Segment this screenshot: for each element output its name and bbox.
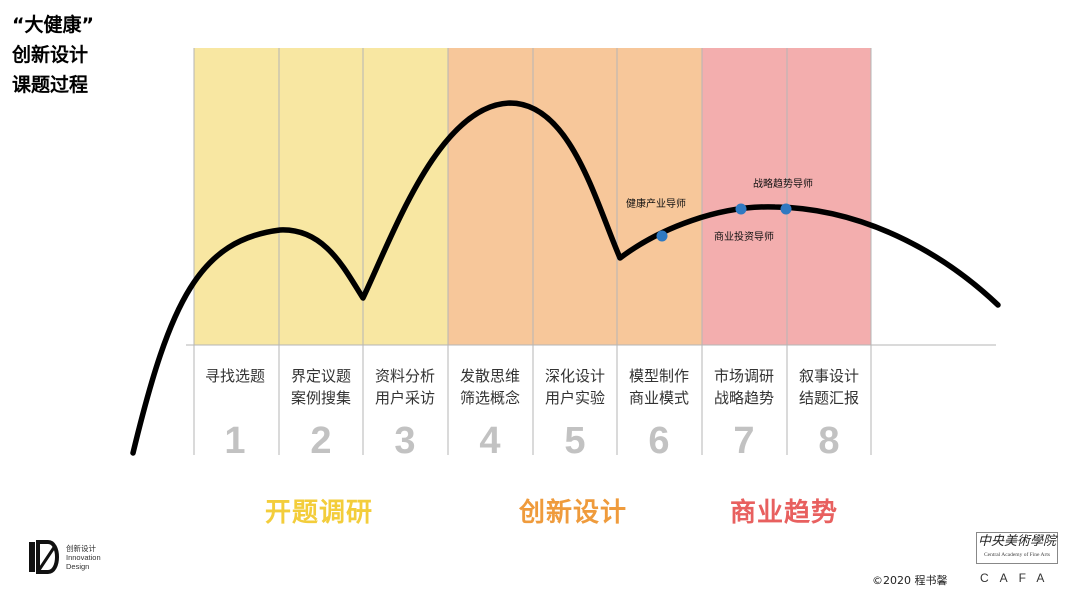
step-number-6: 6 <box>648 420 669 462</box>
step-7-line1: 市场调研 <box>714 367 774 385</box>
phase-bg-1 <box>194 48 279 345</box>
step-6-line1: 模型制作 <box>629 367 689 385</box>
mentor-label-strategy: 战略趋势导师 <box>753 177 813 190</box>
title-line: 创新设计 <box>12 44 89 66</box>
seal-cn-text: 中央美術學院 <box>977 534 1056 549</box>
logo-text-line: Innovation <box>66 553 101 562</box>
step-1-line1: 寻找选题 <box>205 367 265 385</box>
grid-lines <box>186 48 996 455</box>
step-number-7: 7 <box>733 420 754 462</box>
mentor-labels: 健康产业导师 战略趋势导师 商业投资导师 <box>626 177 813 243</box>
step-8-line1: 叙事设计 <box>799 367 859 385</box>
page-title: “大健康” 创新设计 课题过程 <box>12 10 94 100</box>
title-line: 课题过程 <box>12 74 89 96</box>
logo-text-line: Design <box>66 562 90 571</box>
step-number-1: 1 <box>224 420 245 462</box>
step-number-4: 4 <box>479 420 500 462</box>
phase-bg-3 <box>363 48 448 345</box>
logo-text: 创新设计 Innovation Design <box>66 544 101 571</box>
mentor-dot-business <box>735 203 747 215</box>
cafa-seal-logo: 中央美術學院 Central Academy of Fine Arts <box>976 532 1058 564</box>
step-6-line2: 商业模式 <box>629 389 689 407</box>
step-4-line1: 发散思维 <box>460 367 520 385</box>
step-3-line1: 资料分析 <box>375 367 435 385</box>
step-numbers: 1 2 3 4 5 6 7 8 <box>224 420 839 462</box>
phase-bg-7 <box>702 48 787 345</box>
phase-bg-6 <box>617 48 702 345</box>
step-number-5: 5 <box>564 420 585 462</box>
copyright: ©2020 程书馨 <box>872 574 948 587</box>
step-7-line2: 战略趋势 <box>714 389 774 407</box>
process-curve <box>130 100 1001 456</box>
title-line: “大健康” <box>12 14 94 36</box>
step-number-3: 3 <box>394 420 415 462</box>
phase-backgrounds <box>194 48 871 345</box>
mentor-label-business: 商业投资导师 <box>714 230 774 243</box>
step-2-line1: 界定议题 <box>291 367 351 385</box>
mentor-dot-strategy <box>780 203 792 215</box>
mentor-dot-health <box>656 230 668 242</box>
logo-text-line: 创新设计 <box>66 544 96 553</box>
seal-en-text: Central Academy of Fine Arts <box>984 552 1050 558</box>
step-2-line2: 案例搜集 <box>291 389 351 407</box>
stage-label-research: 开题调研 <box>265 498 374 528</box>
stage-label-design: 创新设计 <box>519 498 628 528</box>
step-3-line2: 用户采访 <box>375 389 435 407</box>
step-number-8: 8 <box>818 420 839 462</box>
step-labels: 寻找选题 界定议题 案例搜集 资料分析 用户采访 发散思维 筛选概念 深化设计 … <box>205 367 859 407</box>
phase-bg-2 <box>279 48 363 345</box>
step-number-2: 2 <box>310 420 331 462</box>
step-8-line2: 结题汇报 <box>799 389 859 407</box>
stage-label-business: 商业趋势 <box>730 498 839 528</box>
step-5-line2: 用户实验 <box>545 389 605 407</box>
phase-bg-4 <box>448 48 533 345</box>
cafa-text: CAFA <box>980 571 1056 585</box>
phase-bg-8 <box>787 48 871 345</box>
step-5-line1: 深化设计 <box>545 367 605 385</box>
mentor-label-health: 健康产业导师 <box>626 197 686 210</box>
phase-bg-5 <box>533 48 617 345</box>
step-4-line2: 筛选概念 <box>460 389 520 407</box>
innovation-design-logo-icon <box>29 540 59 574</box>
mentor-markers <box>656 203 792 242</box>
